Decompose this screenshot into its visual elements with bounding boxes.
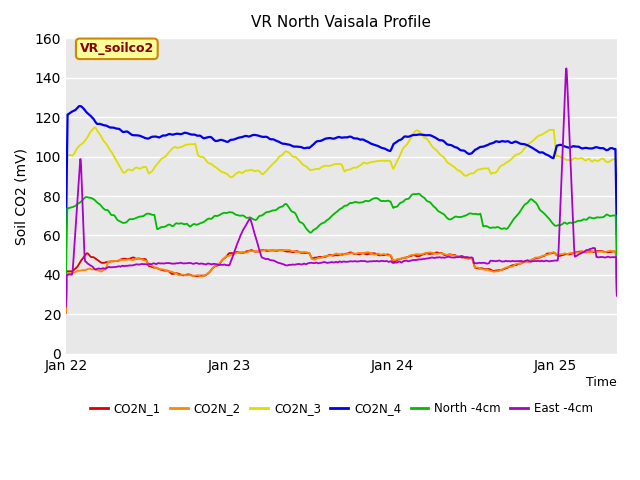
East -4cm	[62, 304, 70, 310]
CO2N_4	[90, 117, 98, 123]
CO2N_1	[248, 247, 255, 253]
CO2N_2	[62, 311, 70, 316]
CO2N_1	[62, 310, 70, 315]
CO2N_4	[597, 145, 605, 151]
North -4cm	[415, 191, 422, 196]
CO2N_4	[62, 231, 70, 237]
North -4cm	[597, 215, 605, 220]
CO2N_1	[90, 254, 98, 260]
CO2N_3	[316, 166, 323, 171]
CO2N_2	[316, 255, 323, 261]
Text: VR_soilco2: VR_soilco2	[80, 42, 154, 55]
North -4cm	[330, 211, 338, 217]
Line: CO2N_1: CO2N_1	[66, 250, 617, 312]
CO2N_3	[613, 234, 621, 240]
Line: North -4cm: North -4cm	[66, 193, 617, 281]
Line: CO2N_3: CO2N_3	[66, 128, 617, 255]
CO2N_1	[597, 248, 605, 254]
CO2N_1	[613, 290, 621, 296]
CO2N_3	[62, 252, 70, 258]
CO2N_3	[597, 156, 605, 162]
CO2N_4	[76, 103, 84, 109]
East -4cm	[613, 293, 621, 299]
Text: Time: Time	[586, 376, 617, 389]
North -4cm	[597, 215, 605, 220]
CO2N_2	[597, 249, 605, 254]
CO2N_2	[597, 249, 605, 254]
Title: VR North Vaisala Profile: VR North Vaisala Profile	[252, 15, 431, 30]
Line: East -4cm: East -4cm	[66, 68, 617, 307]
North -4cm	[316, 223, 323, 228]
CO2N_1	[496, 267, 504, 273]
CO2N_3	[91, 125, 99, 131]
CO2N_4	[496, 139, 504, 144]
CO2N_3	[330, 161, 338, 167]
CO2N_2	[330, 252, 338, 257]
North -4cm	[62, 278, 70, 284]
CO2N_1	[597, 248, 605, 254]
CO2N_2	[262, 247, 270, 252]
CO2N_4	[613, 231, 621, 237]
CO2N_4	[316, 138, 323, 144]
East -4cm	[563, 65, 570, 71]
CO2N_2	[496, 267, 504, 273]
East -4cm	[496, 258, 504, 264]
CO2N_2	[613, 290, 621, 296]
North -4cm	[90, 197, 98, 203]
CO2N_4	[597, 145, 605, 151]
Line: CO2N_2: CO2N_2	[66, 250, 617, 313]
Line: CO2N_4: CO2N_4	[66, 106, 617, 234]
CO2N_2	[90, 266, 98, 272]
CO2N_1	[316, 254, 323, 260]
East -4cm	[90, 265, 98, 271]
East -4cm	[330, 260, 338, 265]
CO2N_1	[330, 252, 338, 258]
North -4cm	[496, 225, 504, 231]
CO2N_3	[496, 164, 504, 169]
East -4cm	[597, 254, 605, 260]
East -4cm	[316, 260, 323, 266]
CO2N_4	[330, 136, 338, 142]
Y-axis label: Soil CO2 (mV): Soil CO2 (mV)	[15, 147, 29, 244]
CO2N_3	[597, 156, 605, 162]
Legend: CO2N_1, CO2N_2, CO2N_3, CO2N_4, North -4cm, East -4cm: CO2N_1, CO2N_2, CO2N_3, CO2N_4, North -4…	[85, 398, 598, 420]
CO2N_3	[90, 125, 98, 131]
North -4cm	[613, 268, 621, 274]
East -4cm	[597, 254, 605, 260]
